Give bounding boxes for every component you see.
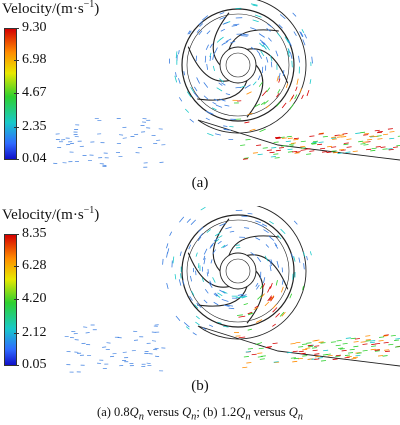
velocity-vector-field-a [53,0,400,168]
colorbar-title: Velocity/(m·s−1) [2,205,100,223]
colorbar [4,234,17,366]
colorbar-tick-max: 9.30 [14,20,47,35]
colorbar-tick: 6.98 [14,52,47,67]
panel-label: (a) [191,175,209,191]
colorbar-tick-min: 0.04 [14,151,47,166]
colorbar-tick: 2.35 [14,119,47,134]
velocity-vector-field-b [64,206,400,373]
colorbar-tick: 4.20 [14,291,47,306]
colorbar-tick: 6.28 [14,258,47,273]
colorbar-tick: 2.12 [14,325,47,340]
figure-panel-a: Velocity/(m·s−1) 9.30 6.98 4.67 2.35 0.0… [0,0,400,200]
figure-caption: (a) 0.8Qn versus Qn; (b) 1.2Qn versus Qn [97,405,303,423]
colorbar-tick: 4.67 [14,85,47,100]
colorbar-title: Velocity/(m·s−1) [2,0,100,17]
figure-panel-b: Velocity/(m·s−1) 8.35 6.28 4.20 2.12 0.0… [0,205,400,406]
panel-label: (b) [191,378,209,394]
colorbar [4,28,17,160]
colorbar-tick-max: 8.35 [14,226,47,241]
colorbar-tick-min: 0.05 [14,357,47,372]
